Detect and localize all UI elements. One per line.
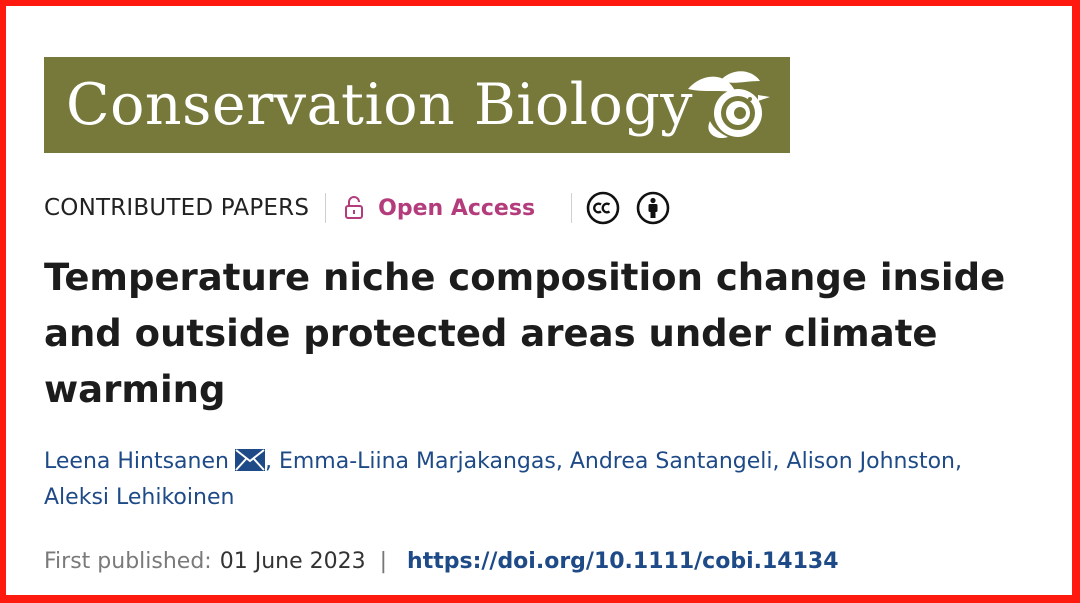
author-name[interactable]: Leena Hintsanen: [44, 449, 229, 474]
author-name[interactable]: Emma-Liina Marjakangas: [278, 449, 556, 474]
author-name[interactable]: Alison Johnston: [786, 449, 955, 474]
author-name[interactable]: Aleksi Lehikoinen: [44, 485, 235, 510]
journal-banner[interactable]: Conservation Biology: [44, 57, 790, 153]
author-list: Leena Hintsanen, Emma-Liina Marjakangas,…: [44, 444, 1064, 516]
author-link[interactable]: Aleksi Lehikoinen: [44, 485, 234, 510]
meta-divider: [325, 193, 327, 223]
doi-link[interactable]: https://doi.org/10.1111/cobi.14134: [407, 548, 839, 574]
open-access-label[interactable]: Open Access: [378, 195, 536, 221]
article-title: Temperature niche composition change ins…: [44, 256, 1006, 411]
author-link[interactable]: Emma-Liina Marjakangas,: [278, 449, 563, 474]
publication-info: First published: 01 June 2023 | https://…: [44, 544, 839, 578]
page-frame: Conservation Biology CONTRIBUTED PAPERS …: [6, 6, 1072, 595]
author-link[interactable]: Leena Hintsanen,: [44, 449, 272, 474]
pub-separator: |: [379, 548, 388, 574]
journal-title: Conservation Biology: [66, 72, 694, 138]
cc-icon[interactable]: [586, 191, 620, 225]
meta-divider: [571, 193, 573, 223]
first-published-label: First published:: [44, 548, 212, 574]
article-meta-row: CONTRIBUTED PAPERS Open Access: [44, 191, 670, 225]
envelope-icon[interactable]: [234, 449, 265, 471]
lock-open-icon: [345, 196, 364, 219]
author-link[interactable]: Andrea Santangeli,: [569, 449, 780, 474]
bird-logo-icon: [688, 71, 770, 139]
published-date: 01 June 2023: [219, 548, 366, 574]
attribution-icon[interactable]: [636, 191, 670, 225]
author-link[interactable]: Alison Johnston,: [786, 449, 962, 474]
article-category: CONTRIBUTED PAPERS: [44, 195, 310, 221]
author-name[interactable]: Andrea Santangeli: [569, 449, 773, 474]
